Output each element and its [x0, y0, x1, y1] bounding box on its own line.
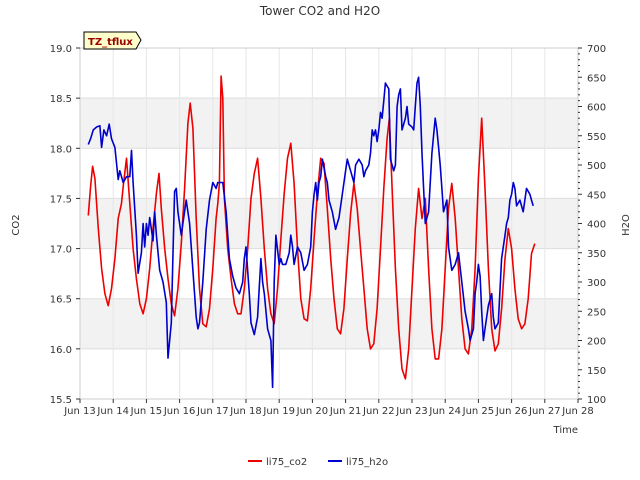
x-tick-label-15: Jun 28 — [561, 406, 594, 417]
y-left-tick-label-7: 19.0 — [50, 44, 72, 55]
x-tick-label-3: Jun 16 — [163, 406, 196, 417]
legend: li75_co2 li75_h2o — [248, 457, 388, 468]
y-right-tick-label-5: 350 — [587, 249, 606, 260]
annotation-label: TZ_tflux — [88, 37, 133, 48]
y-left-tick-label-1: 16.0 — [50, 345, 72, 356]
x-tick-label-8: Jun 21 — [329, 406, 362, 417]
y-right-tick-label-0: 100 — [587, 395, 606, 406]
series-line-li75-h2o — [87, 76, 534, 389]
y-right-tick-label-6: 400 — [587, 220, 606, 231]
y-left-tick-label-5: 18.0 — [50, 144, 72, 155]
y-left-tick-label-2: 16.5 — [50, 295, 72, 306]
y-right-tick-label-3: 250 — [587, 307, 606, 318]
y-right-axis-label: H2O — [621, 214, 632, 236]
y-left-tick-label-4: 17.5 — [50, 194, 72, 205]
shaded-band-0 — [80, 298, 578, 349]
y-right-tick-label-12: 700 — [587, 44, 606, 55]
y-right-tick-label-10: 600 — [587, 103, 606, 114]
y-right-tick-label-9: 550 — [587, 132, 606, 143]
x-tick-label-13: Jun 26 — [495, 406, 528, 417]
y-right-tick-label-8: 500 — [587, 161, 606, 172]
x-tick-label-6: Jun 19 — [262, 406, 295, 417]
y-right-tick-label-11: 650 — [587, 73, 606, 84]
axis-ticks: Jun 13 Jun 14 Jun 15 Jun 16 Jun 17 Jun 18 Jun … — [50, 44, 606, 417]
y-left-tick-label-3: 17.0 — [50, 245, 72, 256]
annotation-box: TZ_tflux — [83, 31, 142, 50]
y-right-tick-label-2: 200 — [587, 337, 606, 348]
x-tick-label-4: Jun 17 — [196, 406, 229, 417]
x-tick-label-12: Jun 25 — [462, 406, 495, 417]
legend-label-li75-co2: li75_co2 — [266, 457, 307, 468]
x-tick-label-5: Jun 18 — [229, 406, 262, 417]
y-right-tick-label-7: 450 — [587, 190, 606, 201]
y-right-tick-label-4: 300 — [587, 278, 606, 289]
y-left-tick-label-6: 18.5 — [50, 94, 72, 105]
y-left-axis-label: CO2 — [11, 214, 22, 235]
y-left-tick-label-0: 15.5 — [50, 395, 72, 406]
x-axis-label: Time — [553, 425, 578, 436]
x-tick-label-7: Jun 20 — [296, 406, 329, 417]
legend-label-li75-h2o: li75_h2o — [346, 457, 388, 468]
y-right-tick-label-1: 150 — [587, 366, 606, 377]
series-layer — [87, 75, 536, 389]
x-tick-label-14: Jun 27 — [528, 406, 561, 417]
x-tick-label-0: Jun 13 — [63, 406, 96, 417]
chart-title: Tower CO2 and H2O — [259, 4, 380, 18]
x-tick-label-10: Jun 23 — [395, 406, 428, 417]
x-tick-label-11: Jun 24 — [428, 406, 461, 417]
annotation-box-shape — [83, 31, 142, 50]
x-tick-label-2: Jun 15 — [130, 406, 163, 417]
x-tick-label-9: Jun 22 — [362, 406, 395, 417]
series-line-li75-co2 — [87, 75, 536, 380]
shaded-band-2 — [80, 98, 578, 149]
x-tick-label-1: Jun 14 — [96, 406, 129, 417]
